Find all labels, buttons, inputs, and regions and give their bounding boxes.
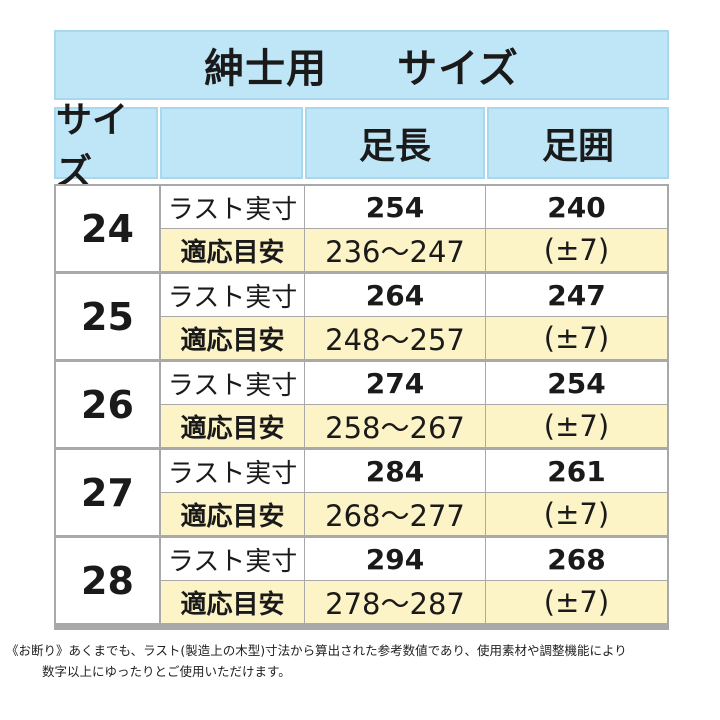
header-size: サイズ bbox=[54, 100, 158, 193]
last-label: ラスト実寸 bbox=[161, 362, 304, 404]
fit-length: 258〜267 bbox=[305, 405, 485, 447]
table-row-fit: 適応目安 278〜287 (±7) bbox=[161, 581, 667, 623]
last-length: 274 bbox=[305, 362, 485, 404]
fit-length: 248〜257 bbox=[305, 317, 485, 359]
table-row-fit: 適応目安 248〜257 (±7) bbox=[161, 317, 667, 359]
size-cell: 26 bbox=[56, 362, 159, 447]
fit-length: 278〜287 bbox=[305, 581, 485, 623]
table-row-last: ラスト実寸 274 254 bbox=[161, 362, 667, 404]
size-group-27: 27 ラスト実寸 284 261 適応目安 268〜277 (±7) bbox=[56, 450, 667, 537]
fit-girth: (±7) bbox=[486, 405, 667, 447]
last-length: 254 bbox=[305, 186, 485, 228]
last-girth: 268 bbox=[486, 538, 667, 580]
fit-girth: (±7) bbox=[486, 229, 667, 271]
disclaimer-note: 《お断り》あくまでも、ラスト(製造上の木型)寸法から算出された参考数値であり、使… bbox=[6, 640, 716, 682]
fit-girth: (±7) bbox=[486, 581, 667, 623]
table-row-last: ラスト実寸 294 268 bbox=[161, 538, 667, 580]
last-length: 294 bbox=[305, 538, 485, 580]
title-left: 紳士用 bbox=[204, 46, 328, 92]
size-group-24: 24 ラスト実寸 254 240 適応目安 236〜247 (±7) bbox=[56, 186, 667, 273]
note-line-1: 《お断り》あくまでも、ラスト(製造上の木型)寸法から算出された参考数値であり、使… bbox=[6, 643, 627, 658]
header-length: 足長 bbox=[305, 107, 485, 179]
last-girth: 247 bbox=[486, 274, 667, 316]
fit-label: 適応目安 bbox=[161, 581, 304, 623]
table-row-last: ラスト実寸 284 261 bbox=[161, 450, 667, 492]
last-label: ラスト実寸 bbox=[161, 186, 304, 228]
size-table: 24 ラスト実寸 254 240 適応目安 236〜247 (±7) 25 ラス… bbox=[54, 184, 669, 630]
table-row-fit: 適応目安 268〜277 (±7) bbox=[161, 493, 667, 535]
table-row-fit: 適応目安 236〜247 (±7) bbox=[161, 229, 667, 271]
title-right: サイズ bbox=[397, 46, 519, 92]
last-label: ラスト実寸 bbox=[161, 450, 304, 492]
table-title: 紳士用 サイズ bbox=[54, 30, 669, 100]
last-girth: 261 bbox=[486, 450, 667, 492]
last-girth: 254 bbox=[486, 362, 667, 404]
table-row-last: ラスト実寸 264 247 bbox=[161, 274, 667, 316]
fit-length: 268〜277 bbox=[305, 493, 485, 535]
header-blank bbox=[160, 107, 303, 179]
size-group-28: 28 ラスト実寸 294 268 適応目安 278〜287 (±7) bbox=[56, 538, 667, 625]
table-row-fit: 適応目安 258〜267 (±7) bbox=[161, 405, 667, 447]
last-label: ラスト実寸 bbox=[161, 538, 304, 580]
size-group-26: 26 ラスト実寸 274 254 適応目安 258〜267 (±7) bbox=[56, 362, 667, 449]
size-cell: 25 bbox=[56, 274, 159, 359]
last-length: 264 bbox=[305, 274, 485, 316]
size-cell: 24 bbox=[56, 186, 159, 271]
fit-label: 適応目安 bbox=[161, 317, 304, 359]
last-label: ラスト実寸 bbox=[161, 274, 304, 316]
fit-girth: (±7) bbox=[486, 317, 667, 359]
size-cell: 28 bbox=[56, 538, 159, 623]
table-row-last: ラスト実寸 254 240 bbox=[161, 186, 667, 228]
size-group-25: 25 ラスト実寸 264 247 適応目安 248〜257 (±7) bbox=[56, 274, 667, 361]
fit-label: 適応目安 bbox=[161, 229, 304, 271]
last-girth: 240 bbox=[486, 186, 667, 228]
fit-length: 236〜247 bbox=[305, 229, 485, 271]
last-length: 284 bbox=[305, 450, 485, 492]
size-cell: 27 bbox=[56, 450, 159, 535]
fit-label: 適応目安 bbox=[161, 405, 304, 447]
fit-label: 適応目安 bbox=[161, 493, 304, 535]
fit-girth: (±7) bbox=[486, 493, 667, 535]
header-girth: 足囲 bbox=[487, 107, 669, 179]
note-line-2: 数字以上にゆったりとご使用いただけます。 bbox=[42, 664, 291, 679]
